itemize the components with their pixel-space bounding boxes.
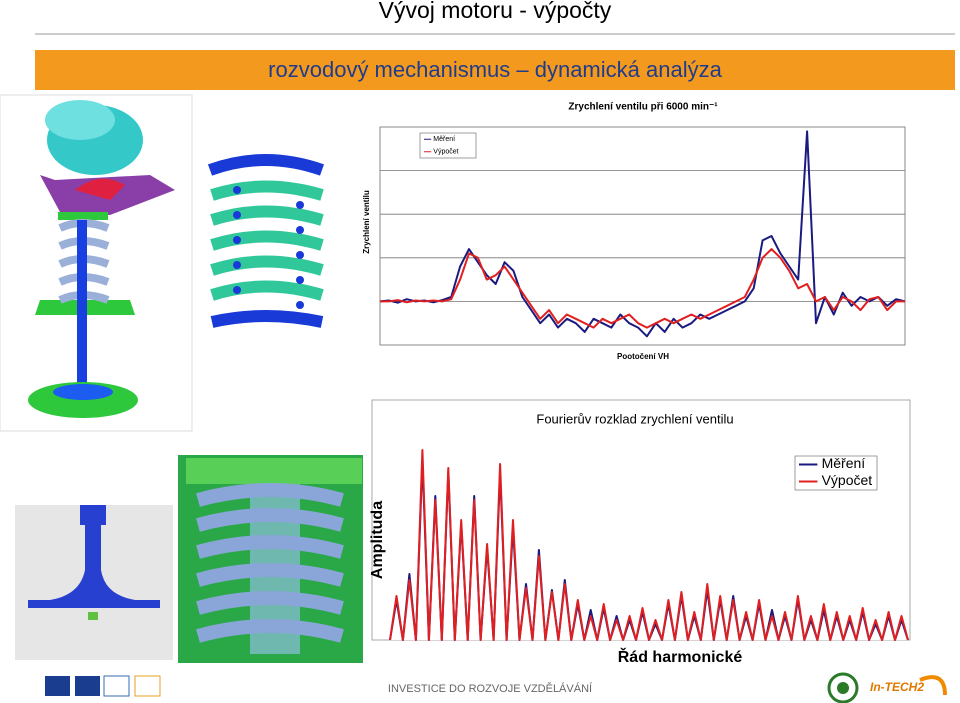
slide-title: Vývoj motoru - výpočty	[379, 0, 612, 23]
footer-logo-text: In-TECH2	[870, 680, 924, 694]
series-line	[379, 130, 906, 338]
legend-label: Měření	[822, 455, 866, 471]
illustration-valve-mesh	[15, 505, 173, 660]
banner	[35, 50, 955, 90]
chart-title: Zrychlení ventilu při 6000 min⁻¹	[568, 102, 718, 113]
footer-logos	[45, 672, 947, 703]
y-axis-label: Zrychlení ventilu	[362, 190, 371, 254]
legend-box	[419, 132, 477, 159]
plot-area	[379, 126, 906, 346]
x-axis-label: Řád harmonické	[618, 647, 743, 666]
illustration-valvetrain	[0, 94, 193, 432]
illustration-spring	[207, 154, 324, 328]
chart-title: Fourierův rozklad zrychlení ventilu	[536, 411, 733, 426]
legend-label: Výpočet	[433, 149, 458, 156]
illustration-spring-detail	[178, 455, 363, 663]
y-axis-label: Amplituda	[369, 501, 386, 579]
footer-text: INVESTICE DO ROZVOJE VZDĚLÁVÁNÍ	[388, 682, 593, 695]
legend-label: Výpočet	[822, 472, 873, 488]
series-line	[380, 248, 905, 329]
legend-box	[794, 455, 878, 491]
legend-label: Měření	[433, 136, 455, 143]
banner-text: rozvodový mechanismus – dynamická analýz…	[268, 57, 722, 82]
x-axis-label: Pootočení VH	[617, 352, 669, 361]
series-line	[389, 449, 909, 641]
